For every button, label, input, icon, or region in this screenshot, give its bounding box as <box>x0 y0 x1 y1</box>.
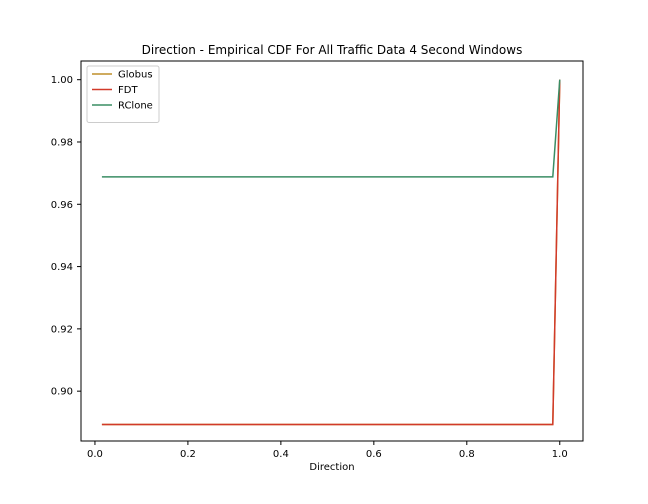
y-tick-label: 1.00 <box>51 75 73 86</box>
y-tick-label: 0.96 <box>51 200 73 211</box>
legend-label-rclone: RClone <box>118 101 153 112</box>
legend-box <box>86 65 160 123</box>
y-axis: 0.90 0.92 0.94 0.96 0.98 1.00 <box>51 75 81 398</box>
x-tick-label: 0.2 <box>180 449 196 460</box>
plot-lines <box>101 79 561 426</box>
x-tick-label: 0.6 <box>366 449 382 460</box>
x-tick-label: 0.4 <box>273 449 289 460</box>
x-axis: 0.0 0.2 0.4 0.6 0.8 1.0 <box>87 441 568 460</box>
x-tick-label: 0.8 <box>459 449 475 460</box>
series-line-rclone <box>101 79 561 178</box>
legend-label-globus: Globus <box>118 70 153 81</box>
y-tick-label: 0.92 <box>51 324 73 335</box>
legend-label-fdt: FDT <box>118 85 138 96</box>
x-tick-label: 1.0 <box>552 449 568 460</box>
y-tick-label: 0.98 <box>51 137 73 148</box>
x-axis-label: Direction <box>309 462 354 473</box>
legend: Globus FDT RClone <box>86 65 160 123</box>
x-tick-label: 0.0 <box>87 449 103 460</box>
y-tick-label: 0.94 <box>51 262 73 273</box>
plot-area-frame <box>80 60 584 442</box>
chart-title: Direction - Empirical CDF For All Traffi… <box>142 43 523 57</box>
series-line-fdt <box>101 79 561 426</box>
y-tick-label: 0.90 <box>51 387 73 398</box>
